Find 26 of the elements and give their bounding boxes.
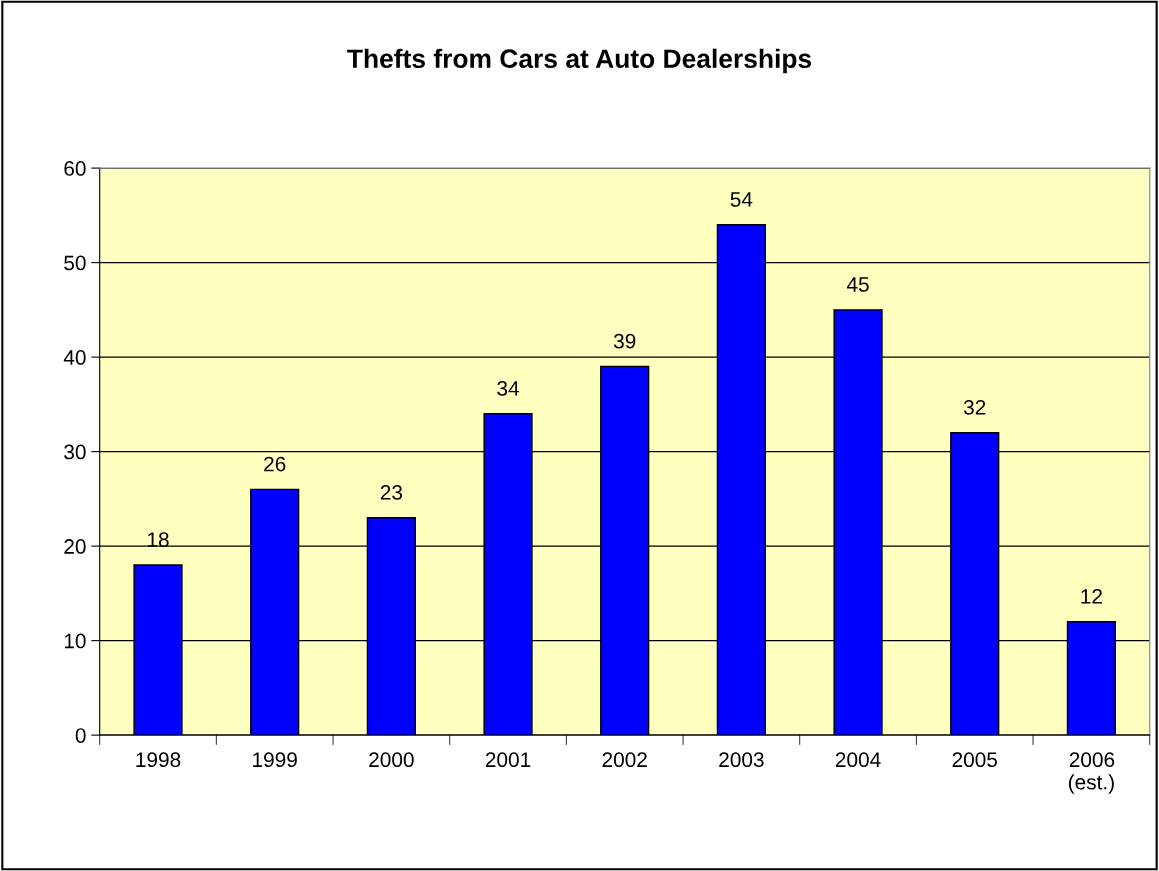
x-tick-label: 2004 bbox=[835, 752, 881, 768]
data-label: 39 bbox=[613, 333, 636, 349]
data-label: 45 bbox=[846, 277, 869, 292]
data-label: 32 bbox=[963, 399, 986, 415]
x-tick-label: 2006 (est.) bbox=[1068, 752, 1115, 794]
y-tick-label: 30 bbox=[64, 444, 86, 460]
y-tick-label: 0 bbox=[75, 728, 86, 743]
x-tick-label: 1998 bbox=[136, 752, 181, 768]
data-label: 34 bbox=[497, 381, 520, 396]
data-label: 12 bbox=[1081, 588, 1102, 604]
y-tick-label: 60 bbox=[64, 161, 86, 176]
y-tick-label: 20 bbox=[64, 539, 86, 554]
data-label: 26 bbox=[264, 456, 286, 472]
data-label: 23 bbox=[380, 485, 403, 500]
x-tick-label: 2005 bbox=[952, 752, 998, 768]
chart-title: Thefts from Cars at Auto Dealerships bbox=[347, 48, 812, 74]
x-tick-label: 2002 bbox=[602, 752, 647, 768]
y-tick-label: 10 bbox=[64, 633, 86, 649]
y-tick-label: 40 bbox=[63, 350, 86, 365]
data-label: 54 bbox=[730, 192, 753, 207]
x-tick-label: 2003 bbox=[719, 752, 764, 768]
x-tick-label: 2001 bbox=[485, 752, 531, 768]
x-tick-label: 1999 bbox=[253, 752, 297, 768]
x-tick-label: 2000 bbox=[369, 752, 414, 768]
y-tick-label: 50 bbox=[64, 255, 86, 271]
data-label: 18 bbox=[148, 532, 169, 548]
